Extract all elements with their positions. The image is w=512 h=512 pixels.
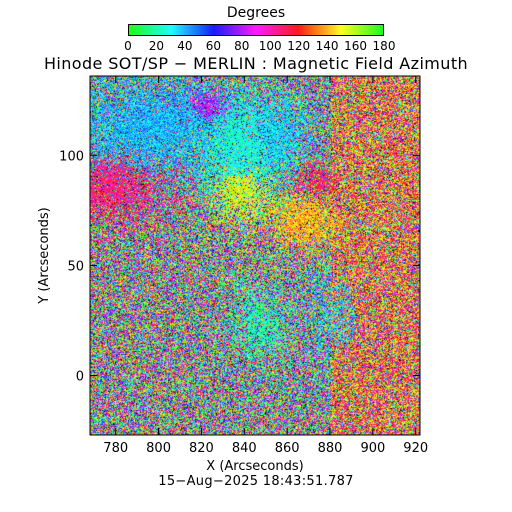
y-tick-label: 50 <box>67 259 84 274</box>
chart-title: Hinode SOT/SP − MERLIN : Magnetic Field … <box>43 54 469 73</box>
colorbar-tick-label: 80 <box>234 39 250 53</box>
colorbar-tick-label: 20 <box>148 39 165 53</box>
colorbar <box>128 24 384 36</box>
x-tick-label: 920 <box>403 441 428 456</box>
y-tick-label: 100 <box>59 149 84 164</box>
colorbar-tick-label: 60 <box>205 39 221 53</box>
colorbar-tick-label: 160 <box>344 39 367 53</box>
colorbar-tick-label: 0 <box>124 39 132 53</box>
colorbar-tick-label: 40 <box>177 39 193 53</box>
colorbar-tick-label: 120 <box>287 39 311 53</box>
x-axis-label: X (Arcseconds) <box>206 459 303 474</box>
colorbar-tick-label: 180 <box>372 39 396 53</box>
x-tick-label: 840 <box>232 441 257 456</box>
colorbar-tick-label: 140 <box>315 39 339 53</box>
y-tick-label: 0 <box>76 370 84 385</box>
x-tick-label: 780 <box>103 441 128 456</box>
x-tick-label: 800 <box>146 441 171 456</box>
x-tick-label: 860 <box>275 441 300 456</box>
azimuth-map <box>90 76 420 435</box>
colorbar-tick-label: 100 <box>258 39 282 53</box>
plot-frame <box>89 75 421 436</box>
x-tick-label: 820 <box>189 441 214 456</box>
x-tick-label: 900 <box>360 441 385 456</box>
x-tick-label: 880 <box>318 441 343 456</box>
timestamp: 15−Aug−2025 18:43:51.787 <box>158 474 354 489</box>
colorbar-title: Degrees <box>226 5 286 21</box>
y-axis-label: Y (Arcseconds) <box>37 207 52 304</box>
